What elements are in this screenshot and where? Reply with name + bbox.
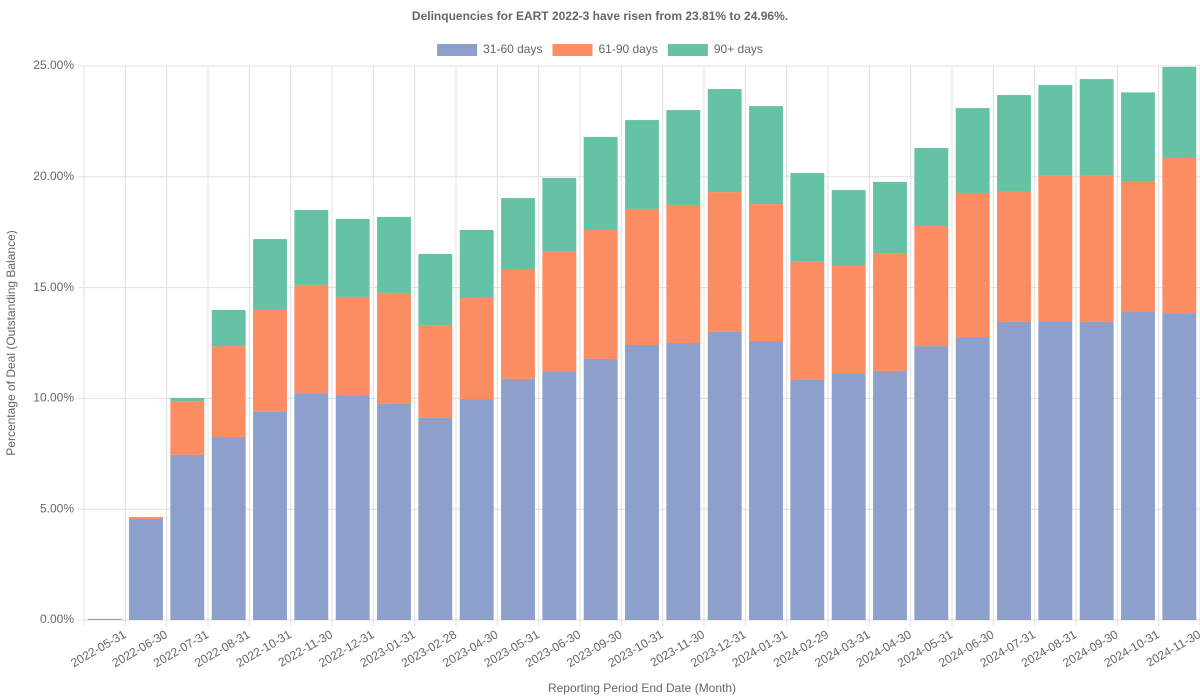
- legend-swatch: [552, 44, 593, 56]
- bar-segment: [129, 516, 163, 519]
- bar-segment: [1121, 181, 1155, 312]
- bar-segment: [459, 298, 494, 400]
- bar-segment: [831, 264, 866, 375]
- bar-segment: [666, 204, 701, 343]
- bar-segment: [501, 198, 535, 269]
- y-tick-label: 0.00%: [40, 612, 74, 626]
- legend-swatch: [667, 44, 708, 56]
- y-axis-title: Percentage of Deal (Outstanding Balance): [4, 230, 18, 455]
- bar-segment: [873, 253, 907, 371]
- y-tick-label: 5.00%: [40, 501, 74, 515]
- bar-segment: [1121, 311, 1155, 620]
- bar-segment: [914, 225, 949, 347]
- bar-segment: [459, 229, 494, 299]
- bar-segment: [542, 372, 577, 620]
- bar-segment: [1121, 92, 1155, 182]
- bar-segment: [583, 358, 618, 620]
- bar-segment: [501, 268, 535, 379]
- legend: 31-60 days 61-90 days 90+ days: [437, 42, 763, 56]
- legend-label: 61-90 days: [598, 42, 657, 56]
- bar-segment: [997, 321, 1031, 620]
- bar-segment: [253, 309, 287, 412]
- bar-segment: [335, 296, 370, 396]
- bar-segment: [294, 284, 329, 394]
- bar-segment: [253, 239, 287, 310]
- bar-segment: [790, 261, 825, 381]
- bar-segment: [1079, 175, 1114, 322]
- bar-segment: [129, 518, 163, 620]
- bar-segment: [253, 411, 287, 620]
- bar-segment: [625, 208, 659, 345]
- bar-segment: [418, 253, 453, 326]
- bar-segment: [294, 210, 329, 285]
- bar-segment: [914, 147, 949, 226]
- bar-segment: [583, 136, 618, 230]
- y-tick-label: 15.00%: [33, 280, 74, 294]
- bar-segment: [211, 309, 246, 347]
- bar-segment: [707, 89, 742, 193]
- bar-segment: [831, 374, 866, 620]
- bar-segment: [955, 192, 990, 338]
- bar-segment: [625, 344, 659, 620]
- bar-segment: [831, 190, 866, 265]
- bar-segment: [790, 173, 825, 262]
- bar-segment: [955, 108, 990, 193]
- bar-segment: [542, 251, 577, 373]
- bar-segment: [294, 393, 329, 620]
- bar-segment: [873, 370, 907, 620]
- bar-segment: [997, 95, 1031, 191]
- bar-segment: [211, 436, 246, 620]
- bar-segment: [707, 331, 742, 620]
- bar-segment: [707, 192, 742, 332]
- bar-segment: [459, 399, 494, 620]
- bar-segment: [625, 120, 659, 209]
- legend-swatch: [437, 44, 478, 56]
- bar-segment: [335, 395, 370, 620]
- bar-segment: [666, 343, 701, 620]
- bar-segment: [873, 181, 907, 254]
- bar-segment: [87, 618, 122, 620]
- bar-segment: [170, 397, 205, 402]
- bar-segment: [955, 337, 990, 620]
- bar-segment: [1162, 313, 1197, 620]
- bar-segment: [1162, 157, 1197, 314]
- x-axis-title: Reporting Period End Date (Month): [548, 681, 736, 695]
- bar-segment: [583, 229, 618, 359]
- bar-segment: [418, 417, 453, 620]
- legend-label: 90+ days: [714, 42, 763, 56]
- y-tick-label: 20.00%: [33, 169, 74, 183]
- bar-segment: [542, 177, 577, 252]
- bar-segment: [1038, 321, 1073, 620]
- bar-segment: [211, 346, 246, 437]
- bar-segment: [377, 216, 411, 293]
- bar-segment: [418, 325, 453, 418]
- bar-segment: [1038, 175, 1073, 322]
- bar-segment: [914, 346, 949, 620]
- chart-title: Delinquencies for EART 2022-3 have risen…: [412, 9, 788, 23]
- bar-segment: [1079, 79, 1114, 176]
- bar-segment: [335, 218, 370, 297]
- bar-segment: [997, 190, 1031, 322]
- bar-segment: [1038, 85, 1073, 176]
- bar-segment: [1079, 321, 1114, 620]
- bar-segment: [377, 403, 411, 620]
- bar-segment: [666, 110, 701, 205]
- y-tick-label: 25.00%: [33, 58, 74, 72]
- bar-segment: [170, 454, 205, 620]
- bar-segment: [749, 341, 783, 620]
- bar-segment: [170, 401, 205, 455]
- legend-label: 31-60 days: [483, 42, 542, 56]
- y-tick-label: 10.00%: [33, 391, 74, 405]
- bar-segment: [1162, 66, 1197, 158]
- bar-segment: [501, 378, 535, 620]
- bar-segment: [749, 106, 783, 205]
- bar-segment: [749, 204, 783, 342]
- bar-segment: [790, 380, 825, 620]
- bar-segment: [377, 292, 411, 404]
